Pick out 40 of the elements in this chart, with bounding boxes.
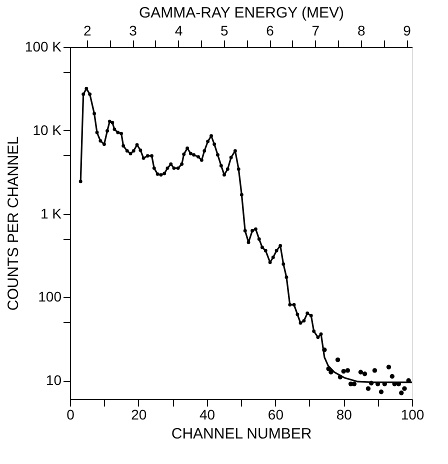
x-axis-title: CHANNEL NUMBER [171,426,312,442]
y-tick-label: 10 K [32,122,62,138]
point [352,382,357,386]
x-tick-label: 20 [131,406,147,422]
point [326,366,331,372]
x2-axis-title: GAMMA-RAY ENERGY (MEV) [138,4,344,22]
point [341,368,346,374]
x2-tick-label: 3 [129,22,138,38]
point [362,372,368,376]
x2-tick-label: 7 [312,22,320,38]
x2-tick-label: 9 [403,22,412,38]
point [338,374,343,380]
x-tick-label: 100 [400,406,424,422]
y-tick-label: 10 [46,372,62,388]
point [335,357,340,362]
y-tick-label: 100 [38,288,62,305]
x-tick-label: 80 [336,406,352,422]
point [358,370,364,374]
point [366,386,371,391]
x2-tick-label: 5 [220,22,228,38]
x2-tick-label: 6 [266,22,274,38]
point [399,390,404,396]
y-axis-title: COUNTS PER CHANNEL [4,136,22,311]
point [372,368,378,373]
point [386,364,392,370]
point [368,380,374,386]
x-tick-label: 60 [268,406,284,422]
point [402,386,407,391]
x2-tick-label: 8 [357,22,366,38]
y-tick-label: 100 K [24,38,62,54]
x-tick-label: 0 [66,406,75,422]
x-tick-label: 40 [200,406,216,422]
point [378,390,384,394]
x2-tick-label: 2 [83,22,92,38]
y-tick-label: 1 K [40,205,62,222]
point [345,368,350,373]
x2-tick-label: 4 [174,22,183,38]
point [328,370,334,374]
point [390,374,395,379]
point [322,348,327,352]
